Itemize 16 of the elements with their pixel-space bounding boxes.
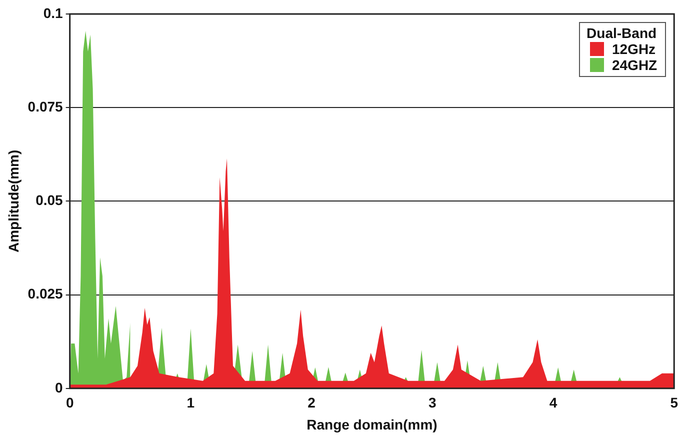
x-axis-title: Range domain(mm) (306, 416, 438, 432)
x-tick-label: 5 (670, 394, 678, 411)
y-tick-label: 0.075 (28, 98, 64, 114)
legend-label: 12GHz (612, 41, 656, 57)
legend-label: 24GHZ (612, 57, 658, 73)
x-tick-label: 0 (66, 394, 74, 411)
y-tick-label: 0.025 (28, 286, 64, 302)
y-tick-label: 0.05 (36, 192, 64, 208)
x-tick-label: 3 (428, 394, 436, 411)
legend-title: Dual-Band (586, 25, 658, 41)
x-tick-label: 4 (549, 394, 558, 411)
y-tick-label: 0.1 (43, 4, 64, 21)
x-tick-label: 1 (186, 394, 195, 411)
y-axis-title: Amplitude(mm) (5, 150, 22, 253)
x-tick-label: 2 (308, 394, 316, 411)
y-tick-label: 0 (55, 379, 64, 396)
